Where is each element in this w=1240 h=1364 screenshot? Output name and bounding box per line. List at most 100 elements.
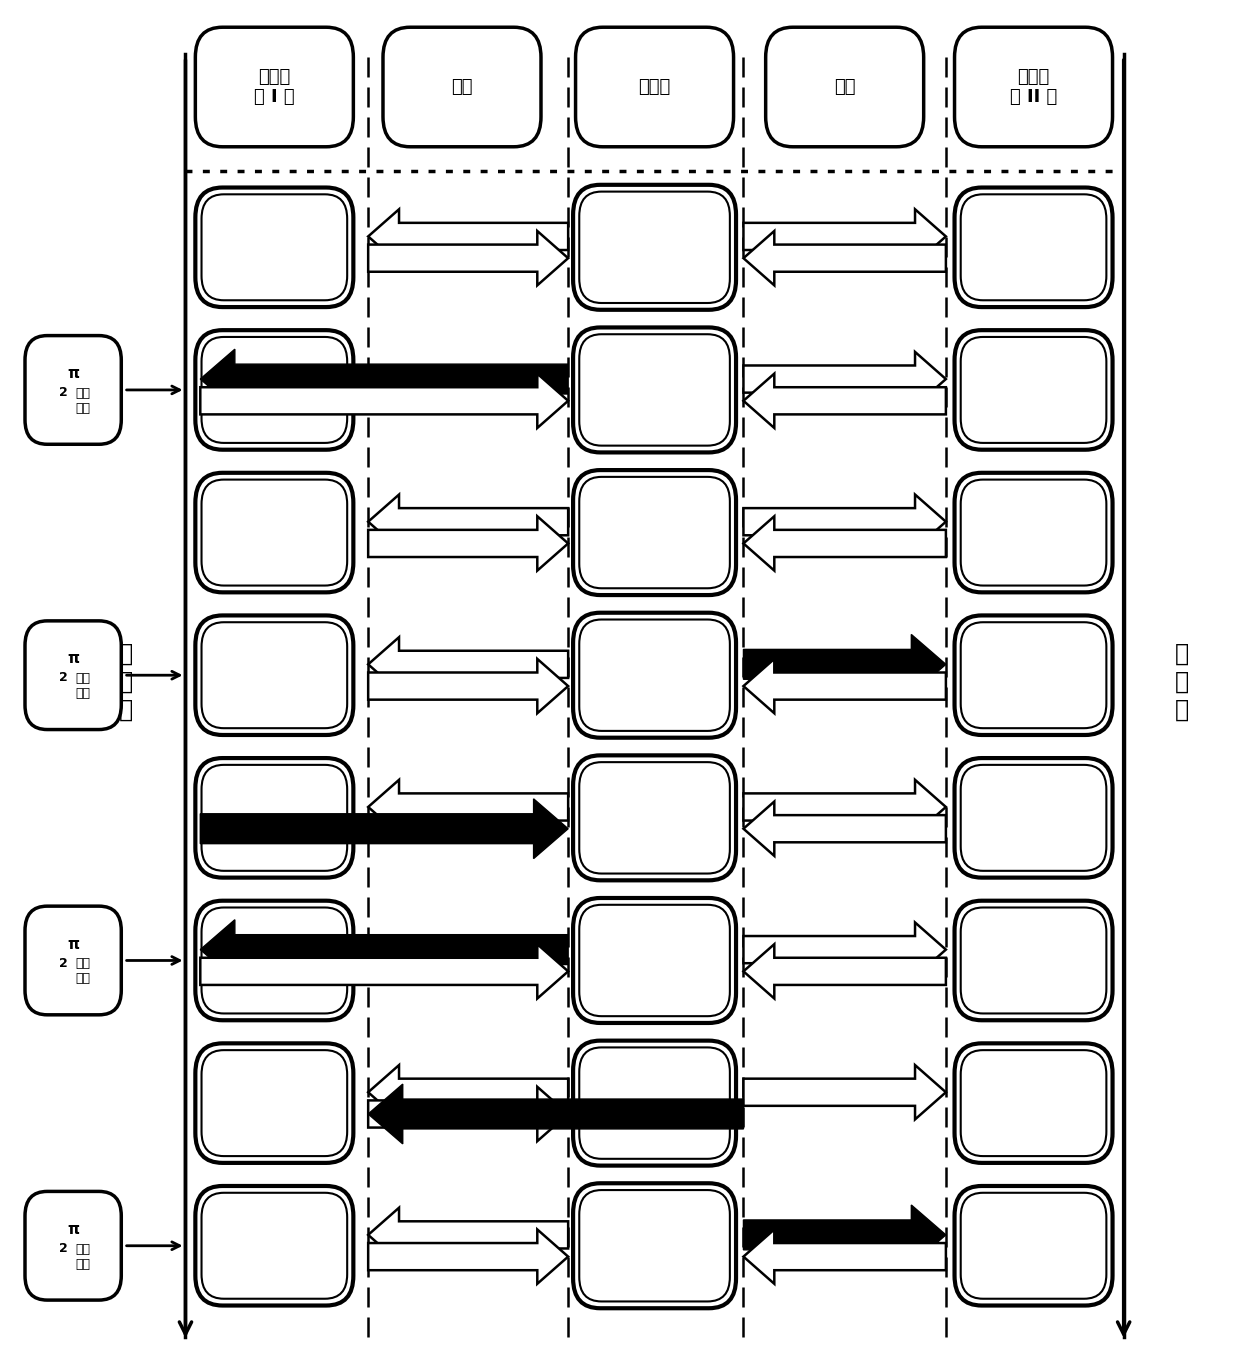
Polygon shape [368,1087,568,1142]
FancyBboxPatch shape [579,477,730,588]
FancyBboxPatch shape [955,330,1112,450]
Polygon shape [201,374,568,428]
Text: 离子云 A
信号检测及
态制备: 离子云 A 信号检测及 态制备 [634,795,676,842]
Text: π: π [67,652,79,667]
FancyBboxPatch shape [196,900,353,1020]
FancyBboxPatch shape [961,480,1106,585]
FancyBboxPatch shape [955,758,1112,877]
FancyBboxPatch shape [579,1189,730,1301]
FancyBboxPatch shape [196,330,353,450]
FancyBboxPatch shape [955,473,1112,592]
FancyBboxPatch shape [961,622,1106,728]
FancyBboxPatch shape [579,762,730,873]
FancyBboxPatch shape [961,1192,1106,1299]
Text: 四极阱: 四极阱 [639,78,671,95]
Text: π: π [67,1222,79,1237]
FancyBboxPatch shape [573,184,737,310]
Text: 离子云 A
后π/2脉冲: 离子云 A 后π/2脉冲 [249,660,300,690]
Text: 微波
脉冲: 微波 脉冲 [76,1243,91,1271]
Polygon shape [744,1065,946,1120]
Polygon shape [744,374,946,428]
Text: 穿梭: 穿梭 [451,78,472,95]
FancyBboxPatch shape [579,904,730,1016]
Polygon shape [368,1229,568,1284]
Polygon shape [201,799,568,858]
FancyBboxPatch shape [202,337,347,443]
FancyBboxPatch shape [955,615,1112,735]
Polygon shape [368,516,568,570]
FancyBboxPatch shape [573,1041,737,1166]
FancyBboxPatch shape [196,1043,353,1163]
Text: 2: 2 [58,956,68,970]
FancyBboxPatch shape [955,1185,1112,1305]
FancyBboxPatch shape [955,187,1112,307]
Text: 穿梭: 穿梭 [835,78,856,95]
FancyBboxPatch shape [961,194,1106,300]
Text: 微波
脉冲: 微波 脉冲 [76,387,91,415]
FancyBboxPatch shape [573,756,737,880]
Polygon shape [744,922,946,977]
Polygon shape [744,495,946,548]
FancyBboxPatch shape [573,327,737,453]
Text: 离子云 A
态制备: 离子云 A 态制备 [634,232,675,262]
Text: 时
间
轴: 时 间 轴 [1174,642,1189,722]
Polygon shape [744,209,946,263]
FancyBboxPatch shape [579,334,730,446]
Text: 时
间
轴: 时 间 轴 [119,642,133,722]
FancyBboxPatch shape [961,337,1106,443]
FancyBboxPatch shape [25,336,122,445]
Text: 微波
脉冲: 微波 脉冲 [76,672,91,700]
FancyBboxPatch shape [196,1185,353,1305]
Text: 离子云 A
前π/2脉冲: 离子云 A 前π/2脉冲 [249,375,300,405]
Text: π: π [67,366,79,381]
Polygon shape [744,659,946,713]
Polygon shape [744,352,946,406]
Text: 离子云 B
自由演化: 离子云 B 自由演化 [1013,803,1054,833]
FancyBboxPatch shape [575,27,734,147]
FancyBboxPatch shape [202,194,347,300]
Polygon shape [744,1204,946,1264]
FancyBboxPatch shape [202,765,347,870]
Text: 十六极
阱 I 区: 十六极 阱 I 区 [254,68,295,106]
Text: 离子云 B
信号检测及
态制备: 离子云 B 信号检测及 态制备 [634,1080,676,1127]
Polygon shape [368,659,568,713]
Text: 2: 2 [58,1243,68,1255]
Text: 十六极
阱 II 区: 十六极 阱 II 区 [1009,68,1058,106]
Text: π: π [67,937,79,952]
Polygon shape [368,637,568,692]
Polygon shape [201,944,568,998]
FancyBboxPatch shape [579,191,730,303]
FancyBboxPatch shape [196,187,353,307]
Text: 离子云 B
前π/2脉冲: 离子云 B 前π/2脉冲 [1008,660,1059,690]
FancyBboxPatch shape [955,27,1112,147]
Text: 2: 2 [58,386,68,400]
FancyBboxPatch shape [202,480,347,585]
Text: 2: 2 [58,671,68,685]
Polygon shape [368,1207,568,1262]
FancyBboxPatch shape [196,27,353,147]
Polygon shape [744,634,946,694]
FancyBboxPatch shape [25,906,122,1015]
FancyBboxPatch shape [202,1050,347,1157]
FancyBboxPatch shape [961,765,1106,870]
FancyBboxPatch shape [955,1043,1112,1163]
FancyBboxPatch shape [383,27,541,147]
FancyBboxPatch shape [196,758,353,877]
FancyBboxPatch shape [202,622,347,728]
Text: 微波
脉冲: 微波 脉冲 [76,958,91,985]
Polygon shape [744,780,946,835]
FancyBboxPatch shape [961,1050,1106,1157]
Text: 离子云 B
态制备: 离子云 B 态制备 [634,517,675,548]
Polygon shape [368,1084,744,1144]
Polygon shape [368,209,568,263]
Polygon shape [744,802,946,855]
Text: 离子云 B
后π/2脉冲: 离子云 B 后π/2脉冲 [1008,945,1059,975]
FancyBboxPatch shape [202,907,347,1013]
Polygon shape [368,1065,568,1120]
Polygon shape [744,516,946,570]
FancyBboxPatch shape [573,1183,737,1308]
Text: 离子云 B
前π/2脉冲: 离子云 B 前π/2脉冲 [1008,1230,1059,1260]
Polygon shape [368,231,568,285]
FancyBboxPatch shape [25,1191,122,1300]
FancyBboxPatch shape [25,621,122,730]
